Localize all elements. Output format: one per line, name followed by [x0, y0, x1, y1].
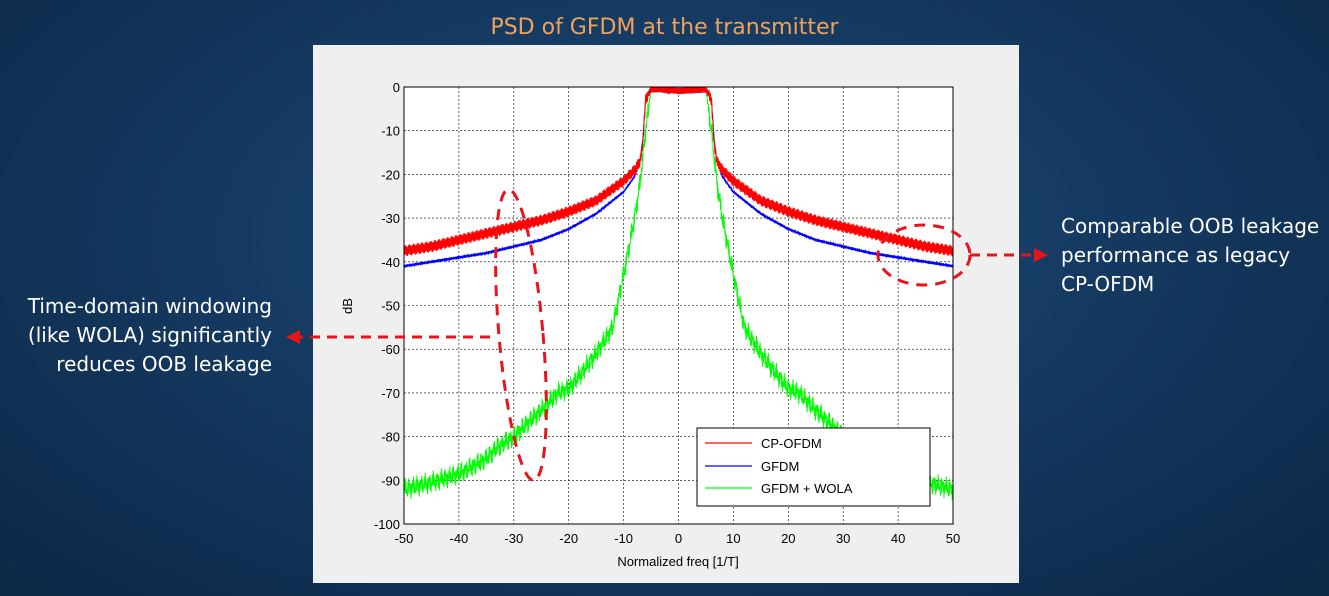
- highlight-ellipse-wola: [494, 188, 548, 482]
- x-tick-label: 50: [946, 531, 960, 546]
- x-tick-label: 30: [836, 531, 850, 546]
- y-tick-label: -100: [374, 517, 400, 532]
- y-tick-label: 0: [393, 80, 400, 95]
- y-tick-label: -50: [381, 299, 400, 314]
- y-tick-label: -10: [381, 124, 400, 139]
- x-tick-label: 0: [675, 531, 682, 546]
- y-tick-label: -40: [381, 255, 400, 270]
- plot-frame: [403, 86, 954, 525]
- x-tick-label: -10: [614, 531, 633, 546]
- legend: CP-OFDM GFDM GFDM + WOLA: [696, 427, 931, 507]
- y-tick-label: -90: [381, 473, 400, 488]
- legend-label-cp-ofdm: CP-OFDM: [761, 436, 822, 451]
- x-axis-label: Normalized freq [1/T]: [617, 554, 738, 569]
- y-tick-label: -70: [381, 386, 400, 401]
- x-tick-label: 20: [781, 531, 795, 546]
- y-tick-label: -20: [381, 167, 400, 182]
- annotation-overlays: [286, 188, 1048, 482]
- x-tick-label: 40: [891, 531, 905, 546]
- y-tick-label: -80: [381, 430, 400, 445]
- legend-label-gfdm-wola: GFDM + WOLA: [761, 481, 853, 496]
- slide-title: PSD of GFDM at the transmitter: [490, 15, 839, 40]
- y-tick-label: -30: [381, 211, 400, 226]
- legend-box: [696, 427, 931, 507]
- x-tick-label: -50: [395, 531, 414, 546]
- x-tick-label: -20: [559, 531, 578, 546]
- arrow-left-head: [286, 330, 300, 344]
- x-tick-label: 10: [726, 531, 740, 546]
- y-tick-label: -60: [381, 342, 400, 357]
- x-tick-label: -40: [450, 531, 469, 546]
- legend-label-gfdm: GFDM: [761, 459, 799, 474]
- annotation-right: Comparable OOB leakage performance as le…: [1061, 214, 1320, 296]
- tick-labels: -50 -40 -30 -20 -10 0 10 20 30 40 500-10-20-30-40-…: [374, 80, 960, 546]
- annotation-left: Time-domain windowing (like WOLA) signif…: [27, 294, 272, 376]
- x-tick-label: -30: [504, 531, 523, 546]
- arrow-right-head: [1034, 248, 1048, 262]
- y-axis-label: dB: [340, 298, 355, 314]
